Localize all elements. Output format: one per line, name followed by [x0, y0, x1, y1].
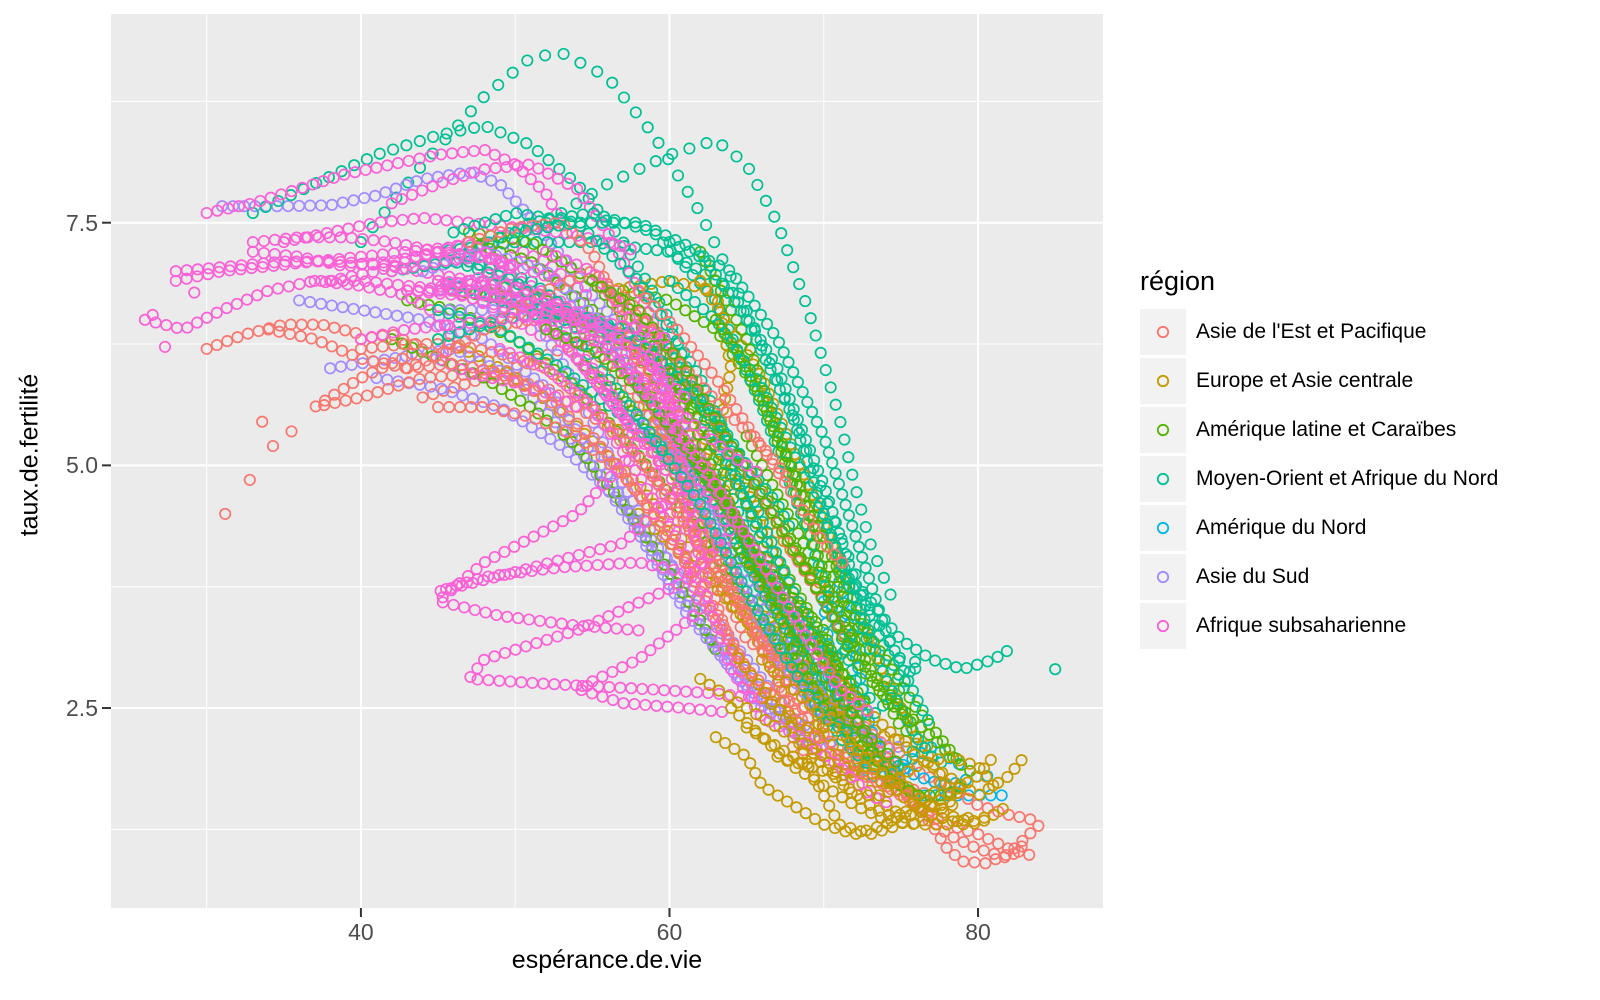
open-circle-icon	[1156, 423, 1170, 437]
x-tick-label: 60	[656, 919, 683, 945]
open-circle-icon	[1156, 374, 1170, 388]
open-circle-icon	[1156, 570, 1170, 584]
open-circle-icon	[1156, 472, 1170, 486]
x-axis-title: espérance.de.vie	[511, 946, 703, 974]
legend-key	[1140, 603, 1186, 649]
legend-item-label: Amérique du Nord	[1196, 516, 1367, 539]
legend-key	[1140, 554, 1186, 600]
x-tick-label: 40	[348, 919, 374, 945]
open-circle-icon	[1156, 325, 1170, 339]
legend-key	[1140, 505, 1186, 551]
open-circle-icon	[1156, 521, 1170, 535]
y-tick-label: 2.5	[66, 695, 98, 722]
legend: région Asie de l'Est et Pacifique Europe…	[1138, 266, 1498, 649]
y-tick-label: 7.5	[66, 209, 98, 236]
legend-item-label: Amérique latine et Caraïbes	[1196, 418, 1457, 441]
legend-item-label: Afrique subsaharienne	[1196, 614, 1407, 637]
axis-tick-marks	[102, 221, 980, 917]
legend-item: Amérique latine et Caraïbes	[1140, 407, 1456, 453]
legend-item: Moyen-Orient et Afrique du Nord	[1140, 456, 1498, 502]
legend-key	[1140, 407, 1186, 453]
open-circle-icon	[1156, 619, 1170, 633]
legend-item: Europe et Asie centrale	[1140, 358, 1413, 404]
legend-item: Asie du Sud	[1140, 554, 1309, 600]
x-tick-label: 80	[965, 919, 991, 945]
legend-item: Asie de l'Est et Pacifique	[1140, 309, 1426, 355]
y-axis-title: taux.de.fertilité	[15, 373, 44, 537]
legend-item-label: Asie du Sud	[1196, 565, 1310, 588]
legend-key	[1140, 456, 1186, 502]
scatter-points	[138, 47, 1062, 870]
legend-item: Afrique subsaharienne	[1140, 603, 1406, 649]
legend-item-label: Moyen-Orient et Afrique du Nord	[1196, 467, 1499, 490]
legend-key	[1140, 309, 1186, 355]
legend-key	[1140, 358, 1186, 404]
legend-item-label: Europe et Asie centrale	[1196, 369, 1414, 392]
legend-item-label: Asie de l'Est et Pacifique	[1196, 320, 1427, 343]
legend-item: Amérique du Nord	[1140, 505, 1366, 551]
legend-title: région	[1140, 266, 1216, 296]
y-tick-label: 5.0	[66, 452, 98, 479]
